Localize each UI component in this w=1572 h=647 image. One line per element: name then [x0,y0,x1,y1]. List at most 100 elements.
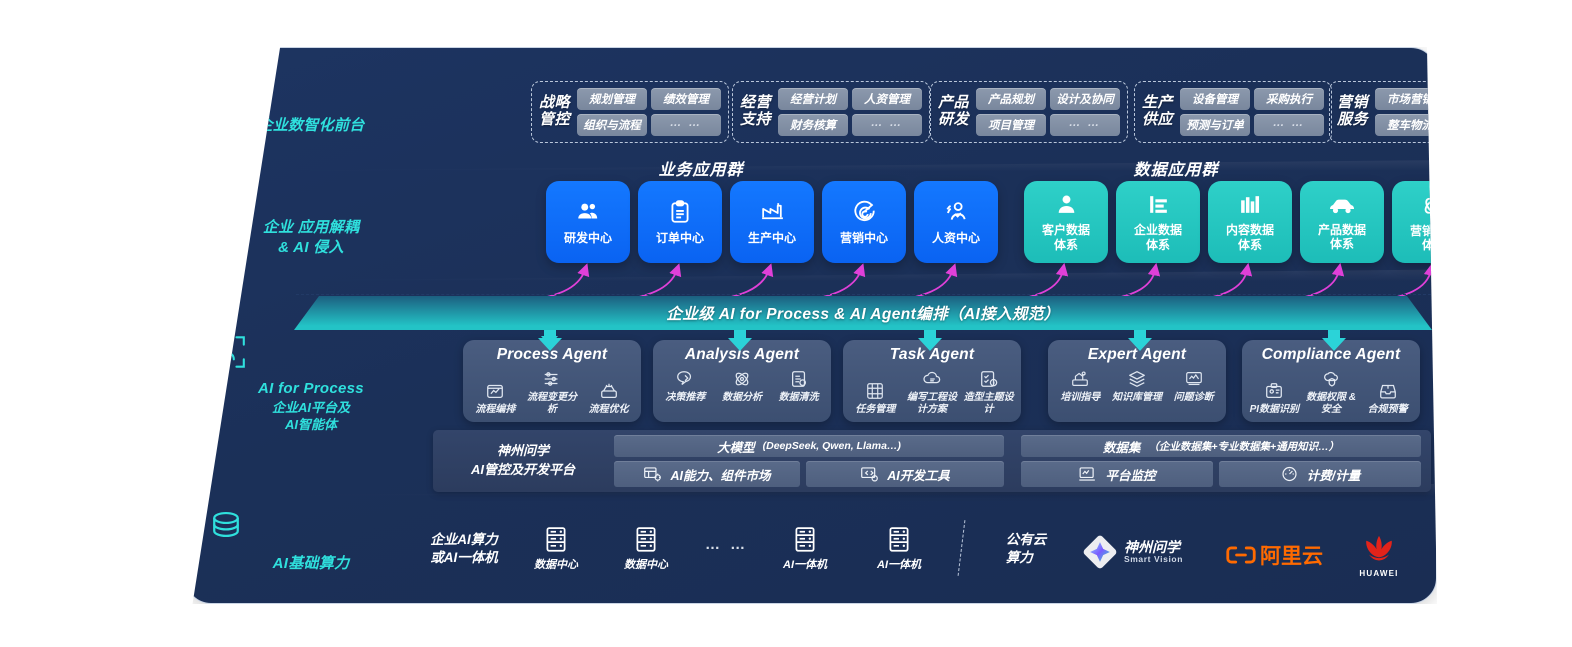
app-card-rnd-center[interactable]: 研发中心 [546,181,630,263]
agent-card-analysis[interactable]: Analysis Agent 决策推荐 数据分析 数据清洗 [653,340,831,422]
group-title: 营销 服务 [1337,94,1369,128]
agent-card-process[interactable]: Process Agent 流程编排 流程变更分析 流程优化 [463,340,641,422]
chip[interactable]: 人资管理 [852,88,923,110]
app-card-production-center[interactable]: 生产中心 [730,181,814,263]
clipboard-icon [667,199,693,225]
data-card-marketing[interactable]: 营销数据 体系 [1392,181,1436,263]
devtool-icon [860,465,879,483]
data-card-customer[interactable]: 客户数据 体系 [1024,181,1108,263]
rail-label-cn1: 企业AI平台及 [271,399,350,415]
data-card-product[interactable]: 产品数据 体系 [1300,181,1384,263]
logo-aliyun[interactable]: 阿里云 [1226,540,1323,570]
logo-huawei[interactable]: HUAWEI [1356,534,1402,578]
card-label: 生产中心 [747,230,796,245]
infra-item-ai-appliance-2[interactable]: AI一体机 [858,526,940,573]
server-icon [792,526,818,554]
chip[interactable]: 规划管理 [577,88,648,110]
chip[interactable]: 市场营销 [1375,88,1436,110]
platform-bar-monitor[interactable]: 平台监控 [1021,461,1213,487]
atom-icon [1421,192,1436,218]
agent-name: Expert Agent [1087,346,1187,363]
monitor-icon [1078,465,1097,483]
chip[interactable]: 整车物流 [1375,114,1436,136]
chip[interactable]: 预测与订单 [1180,114,1251,136]
logo-shenzhou[interactable]: 神州问学 Smart Vision [1082,534,1183,570]
group-operation: 经营 支持 经营计划 人资管理 财务核算 … … [732,81,931,143]
group-title: 生产 供应 [1142,94,1174,128]
chip[interactable]: 设计及协同 [1050,88,1121,110]
huawei-logo [1356,534,1402,568]
shenzhou-logo [1082,534,1118,570]
banner-text: 企业级 AI for Process & AI Agent编排（AI接入规范） [666,306,1060,323]
infra-ellipsis: … … [705,536,749,553]
chip[interactable]: 财务核算 [778,114,849,136]
chip[interactable]: 采购执行 [1254,88,1325,110]
agent-cell-label: 流程优化 [588,403,629,415]
agent-cell-label: 流程变更分析 [527,392,577,415]
chip[interactable]: 产品规划 [976,88,1047,110]
bar-main: 大模型 [717,440,755,455]
person-scan-icon [206,331,416,373]
layers-icon [1127,369,1147,389]
chip[interactable]: … … [852,114,923,136]
platform-bar-devtools[interactable]: AI开发工具 [806,461,1004,487]
app-card-order-center[interactable]: 订单中心 [638,181,722,263]
gauge-icon [1280,465,1299,483]
task-grid-icon [865,381,885,401]
agent-cell-label: 培训指导 [1060,392,1101,403]
chip[interactable]: … … [1254,114,1325,136]
chip[interactable]: 组织与流程 [577,114,648,136]
business-group-title: 业务应用群 [658,162,744,179]
chip[interactable]: … … [1050,114,1121,136]
infra-item-datacenter-1[interactable]: 数据中心 [516,526,596,573]
data-card-content[interactable]: 内容数据 体系 [1208,181,1292,263]
platform-bar-components[interactable]: AI能力、组件市场 [614,461,800,487]
agent-cell-label: 任务管理 [855,403,896,415]
chip[interactable]: … … [651,114,722,136]
agent-name: Task Agent [889,346,975,363]
chip[interactable]: 绩效管理 [651,88,722,110]
rail-infrastructure: AI基础算力 [206,508,416,574]
molecule-node-icon [206,166,416,212]
building-icon [1146,192,1171,217]
infra-item-datacenter-2[interactable]: 数据中心 [606,526,686,573]
infra-label: 数据中心 [624,559,668,571]
infra-item-ai-appliance-1[interactable]: AI一体机 [764,526,846,573]
chip[interactable]: 项目管理 [976,114,1047,136]
data-card-enterprise[interactable]: 企业数据 体系 [1116,181,1200,263]
platform-bar-billing[interactable]: 计费/计量 [1219,461,1421,487]
agent-cell-label: PI数据识别 [1249,403,1300,415]
agent-cell-label: 数据分析 [722,392,762,403]
section-dashed-divider [296,294,1431,295]
data-group-title: 数据应用群 [1133,162,1219,179]
logo-sub: Smart Vision [1124,553,1184,564]
app-card-hr-center[interactable]: 人资中心 [914,181,998,263]
agent-card-task[interactable]: Task Agent 任务管理 编写工程设计方案 造型主题设计 [843,340,1021,422]
infra-item-enterprise-compute: 企业AI算力 或AI一体机 [404,531,524,567]
card-label: 内容数据 体系 [1225,223,1274,252]
atom-analysis-icon [732,369,752,389]
chip[interactable]: 经营计划 [778,88,849,110]
group-product-rnd: 产品 研发 产品规划 设计及协同 项目管理 … … [930,81,1129,143]
agent-name: Process Agent [496,346,608,363]
design-check-icon [979,369,999,389]
card-label: 营销中心 [839,230,888,245]
components-icon [643,465,662,483]
app-card-marketing-center[interactable]: 营销中心 [822,181,906,263]
diagram-frame: 企业数智化前台 战略 管控 规划管理 绩效管理 组织与流程 … … 经营 支持 … [192,47,1437,604]
agent-cell-label: 造型主题设计 [963,392,1014,415]
platform-bar-llm[interactable]: 大模型 (DeepSeek, Qwen, Llama…) [614,435,1004,457]
rail-label-en: AI for Process [258,380,364,397]
agent-card-compliance[interactable]: Compliance Agent PI数据识别 数据权限 & 安全 合规预警 [1242,340,1420,422]
infra-divider [957,520,966,576]
chip[interactable]: 设备管理 [1180,88,1251,110]
agent-card-expert[interactable]: Expert Agent 培训指导 知识库管理 问题诊断 [1048,340,1226,422]
bars-content-icon [1238,192,1263,217]
bar-main: 计费/计量 [1306,468,1361,483]
bar-main: 数据集 [1102,440,1141,455]
platform-label: 神州问学 AI管控及开发平台 [470,443,575,477]
card-label: 订单中心 [655,230,704,245]
server-icon [633,526,659,554]
platform-bar-dataset[interactable]: 数据集 （企业数据集+专业数据集+通用知识…） [1021,435,1421,457]
